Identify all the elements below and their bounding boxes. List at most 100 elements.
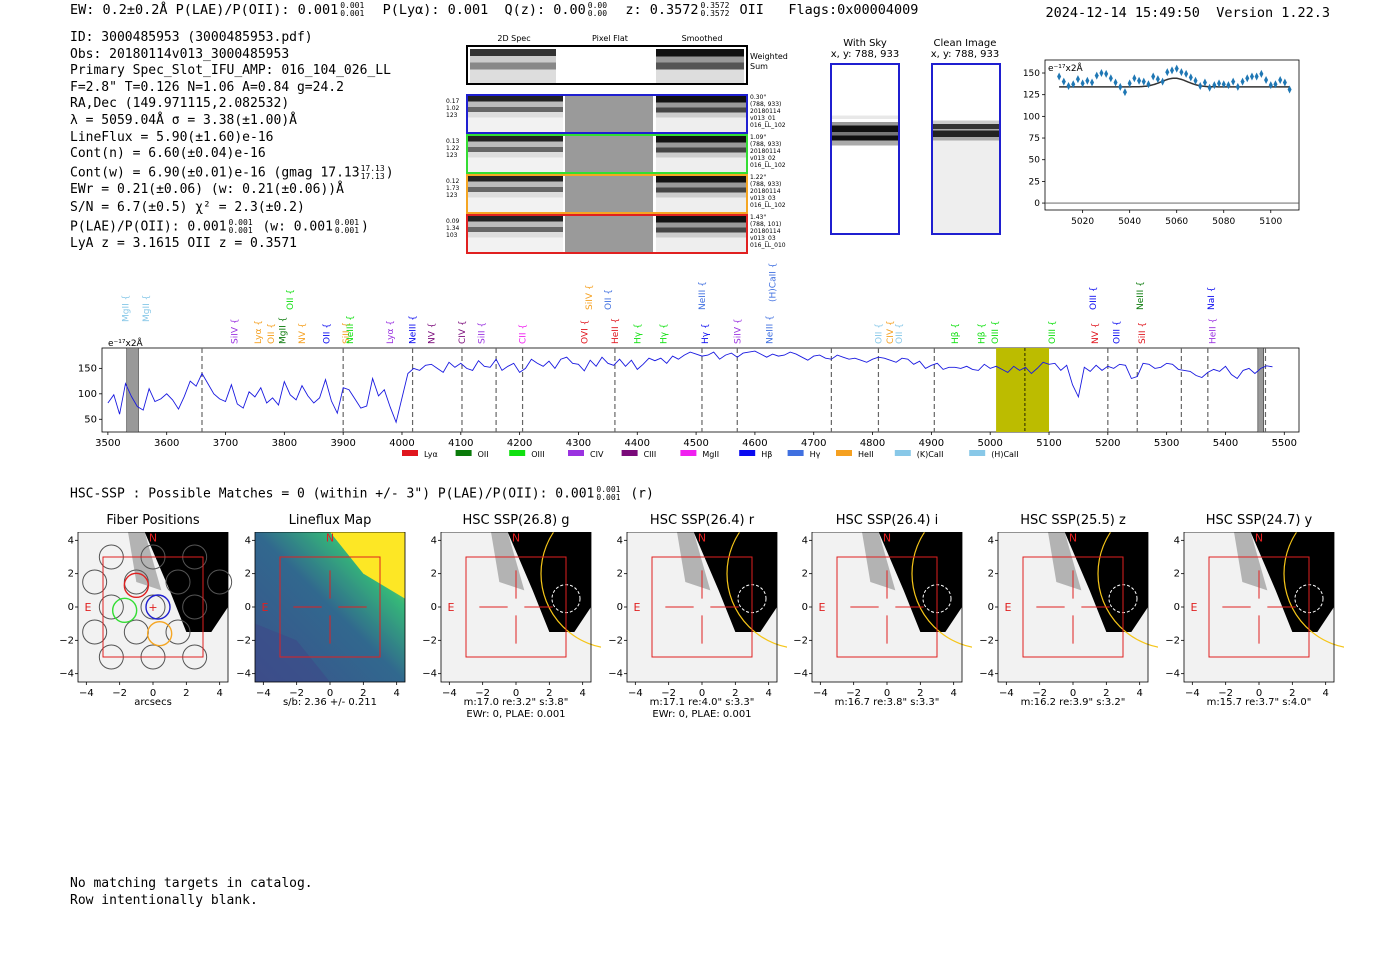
fit-data-point — [1221, 80, 1226, 89]
spectral-line-label: (H)CaII { — [769, 263, 779, 303]
cutout-caption: m:15.7 re:3.7" s:4.0" — [1164, 697, 1354, 709]
spectral-line-label: CIV { — [458, 320, 468, 344]
header-qz: Q(z): 0.00 — [504, 2, 586, 18]
hsc-plae-lo: 0.001 — [596, 493, 621, 502]
fit-data-point — [1179, 68, 1184, 77]
fit-ytick-label: 25 — [1029, 177, 1040, 187]
ellipse-aperture — [911, 532, 972, 648]
spectral-line-label: Hβ { — [951, 323, 961, 344]
cutout-ytick-label: −4 — [422, 669, 437, 680]
legend-swatch — [969, 450, 986, 456]
stamp-row-meta-line: (788, 933) — [750, 141, 782, 148]
stamp-row-stat: 0.17 — [446, 98, 460, 105]
lineflux-dark-region — [255, 623, 330, 682]
stamp-row-stat: 1.02 — [446, 105, 460, 112]
legend-label: MgII — [702, 450, 719, 459]
weighted-sum-stamp — [466, 45, 748, 85]
spectral-line-label: SiIV { — [585, 284, 595, 310]
ellipse-aperture — [1283, 532, 1344, 648]
spectral-line-label: NeIII { — [766, 315, 776, 344]
cutout-xtick-label: −4 — [256, 688, 271, 699]
clean-title: Clean Image — [933, 38, 997, 49]
legend-label: HeII — [858, 450, 874, 459]
legend-label: (K)CaII — [917, 450, 944, 459]
fit-data-point — [1282, 78, 1287, 87]
fit-ytick-label: 0 — [1034, 199, 1040, 209]
fiber-circle — [207, 569, 233, 595]
info-contw-hi: 17.13 — [360, 163, 385, 173]
header-z-lo: 0.3572 — [700, 9, 730, 18]
fit-data-point — [1249, 72, 1254, 81]
cutout-xtick-label: 2 — [732, 688, 738, 699]
stamp-header-flat: Pixel Flat — [592, 34, 628, 43]
stamp-row-stat: 0.12 — [446, 178, 460, 185]
stamp-row-meta: 1.43" (788, 101) 20180114 v013_03 016_LL_010 — [750, 214, 806, 249]
info-line: ID: 3000485953 (3000485953.pdf) — [70, 30, 313, 45]
header-timestamp-version: 2024-12-14 15:49:50 Version 1.22.3 — [1046, 5, 1331, 21]
fit-data-point — [1259, 69, 1264, 78]
cutout-xtick-label: −4 — [628, 688, 643, 699]
north-label: N — [1069, 532, 1077, 544]
stamp-row-stat: 123 — [446, 112, 458, 119]
spectral-line-label: SiIV { — [230, 318, 240, 344]
cutout-ytick-label: 2 — [988, 569, 994, 580]
cutout-title: HSC SSP(26.4) r — [649, 513, 755, 528]
aperture-box — [1022, 556, 1124, 658]
info-line-lya: LyA z = 3.1615 OII z = 0.3571 — [70, 236, 297, 252]
spectral-line-label: OII { — [323, 323, 333, 344]
stamp-row — [466, 134, 748, 174]
cutout-xtick-label: 4 — [1136, 688, 1142, 699]
info-plae-lo: 0.001 — [228, 226, 253, 236]
cutout-ytick-label: 4 — [245, 535, 251, 546]
header-flags: Flags:0x00004009 — [788, 2, 919, 18]
stamp-pixel-flat — [565, 136, 653, 172]
fit-data-point — [1193, 76, 1198, 85]
east-label: E — [1191, 601, 1198, 614]
cutout-xtick-label: 4 — [216, 688, 222, 699]
cutout-ytick-label: 2 — [802, 569, 808, 580]
aperture-box — [1208, 556, 1310, 658]
fit-data-point — [1188, 73, 1193, 82]
header-qz-lo: 0.00 — [587, 9, 608, 18]
cutout-xtick-label: 0 — [1256, 688, 1262, 699]
cutout-title: HSC SSP(24.7) y — [1205, 513, 1313, 528]
weighted-smoothed — [656, 49, 744, 83]
stamp-row-stat: 1.22 — [446, 145, 460, 152]
stamp-row-meta-line: v013_03 — [750, 235, 776, 242]
spectral-line-label: OII { — [604, 289, 614, 310]
spectrum-masked-regions — [126, 347, 1265, 433]
north-label: N — [326, 532, 334, 544]
stamp-2d-spec — [468, 176, 563, 212]
spectral-line-label: OII { — [874, 323, 884, 344]
spectral-line-label: SiII { — [342, 322, 352, 344]
stamp-pixel-flat — [565, 176, 653, 212]
stamp-2d-spec — [468, 216, 563, 252]
cutout-caption: m:16.7 re:3.8" s:3.3" — [792, 697, 982, 709]
cutout-panel: N E 4 2 0 −2 −4 −4 −2 0 2 4 — [236, 532, 406, 699]
cutout-ytick-label: 4 — [802, 535, 808, 546]
hsc-title: HSC-SSP : Possible Matches = 0 (within +… — [70, 486, 595, 502]
stamp-pixel-flat — [565, 216, 653, 252]
fit-data-point — [1132, 74, 1137, 83]
fit-data-point — [1245, 74, 1250, 83]
cutout-caption-line: EWr: 0, PLAE: 0.001 — [466, 709, 566, 720]
hsc-summary: HSC-SSP : Possible Matches = 0 (within +… — [70, 486, 654, 502]
cutout-caption-line: m:16.2 re:3.9" s:3.2" — [1020, 697, 1126, 708]
spectral-line-label: OIII { — [1113, 320, 1123, 344]
stamp-row-meta-line: v013_01 — [750, 115, 776, 122]
cutout-ytick-label: 4 — [988, 535, 994, 546]
cutout-xtick-label: −4 — [79, 688, 94, 699]
spectral-line-label: OII { — [895, 323, 905, 344]
spectrum-legend: Lyα OII OIII CIV CIII MgII Hβ Hγ HeII (K)CaII (H)C… — [402, 450, 1019, 459]
source-halo — [128, 532, 162, 591]
fit-yticks: 0 25 50 75 100 125 150 — [1023, 69, 1045, 209]
legend-label: OIII — [531, 450, 544, 459]
stamp-2d-spec — [468, 96, 563, 132]
clean-xy: x, y: 788, 933 — [930, 49, 1000, 60]
info-block: ID: 3000485953 (3000485953.pdf) Obs: 201… — [70, 30, 394, 253]
cutout-xtick-label: 4 — [579, 688, 585, 699]
fit-data-point — [1104, 69, 1109, 78]
header-plae-hi: 0.001 — [340, 1, 365, 10]
fit-plot-frame — [1044, 59, 1300, 211]
cutout-xtick-label: 0 — [699, 688, 705, 699]
